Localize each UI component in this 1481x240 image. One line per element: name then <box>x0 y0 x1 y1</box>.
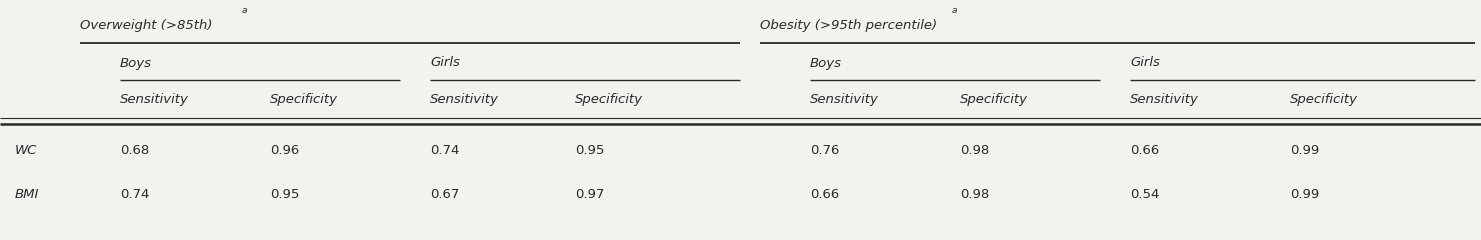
Text: Sensitivity: Sensitivity <box>810 94 878 107</box>
Text: Specificity: Specificity <box>270 94 338 107</box>
Text: 0.68: 0.68 <box>120 144 150 156</box>
Text: 0.96: 0.96 <box>270 144 299 156</box>
Text: 0.95: 0.95 <box>270 188 299 202</box>
Text: Girls: Girls <box>1130 56 1160 70</box>
Text: 0.98: 0.98 <box>960 188 989 202</box>
Text: 0.98: 0.98 <box>960 144 989 156</box>
Text: Boys: Boys <box>810 56 843 70</box>
Text: 0.99: 0.99 <box>1290 144 1320 156</box>
Text: Girls: Girls <box>429 56 461 70</box>
Text: Sensitivity: Sensitivity <box>1130 94 1200 107</box>
Text: 0.67: 0.67 <box>429 188 459 202</box>
Text: 0.95: 0.95 <box>575 144 604 156</box>
Text: 0.66: 0.66 <box>810 188 840 202</box>
Text: Boys: Boys <box>120 56 153 70</box>
Text: Overweight (>85th): Overweight (>85th) <box>80 18 212 31</box>
Text: 0.74: 0.74 <box>429 144 459 156</box>
Text: Specificity: Specificity <box>1290 94 1358 107</box>
Text: 0.74: 0.74 <box>120 188 150 202</box>
Text: a: a <box>952 6 958 15</box>
Text: 0.54: 0.54 <box>1130 188 1160 202</box>
Text: Specificity: Specificity <box>575 94 643 107</box>
Text: Sensitivity: Sensitivity <box>429 94 499 107</box>
Text: 0.66: 0.66 <box>1130 144 1160 156</box>
Text: WC: WC <box>15 144 37 156</box>
Text: 0.76: 0.76 <box>810 144 840 156</box>
Text: 0.99: 0.99 <box>1290 188 1320 202</box>
Text: 0.97: 0.97 <box>575 188 604 202</box>
Text: Sensitivity: Sensitivity <box>120 94 190 107</box>
Text: Obesity (>95th percentile): Obesity (>95th percentile) <box>760 18 937 31</box>
Text: Specificity: Specificity <box>960 94 1028 107</box>
Text: BMI: BMI <box>15 188 40 202</box>
Text: a: a <box>241 6 247 15</box>
